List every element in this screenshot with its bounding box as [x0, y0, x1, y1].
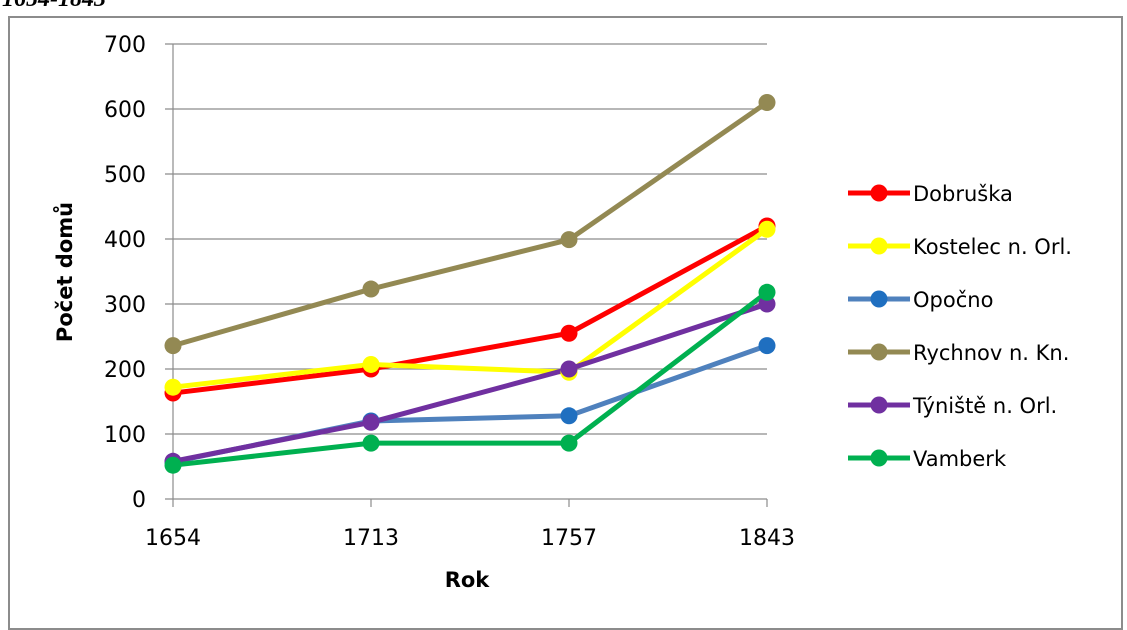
legend: Dobruška Kostelec n. Orl. Opočno Rychnov n.…: [848, 182, 1072, 471]
x-tick-label: 1843: [739, 526, 795, 551]
series-line: [170, 289, 770, 468]
y-tick-label: 400: [104, 228, 146, 253]
legend-label: Kostelec n. Orl.: [913, 235, 1072, 259]
x-axis-title: Rok: [445, 568, 491, 592]
data-point: [164, 456, 182, 474]
data-point: [560, 231, 578, 249]
legend-label: Vamberk: [913, 447, 1007, 471]
legend-swatch-marker: [870, 396, 888, 414]
data-point: [758, 283, 776, 301]
data-point: [560, 360, 578, 378]
legend-entry: Kostelec n. Orl.: [848, 235, 1072, 259]
legend-label: Dobruška: [913, 182, 1013, 206]
x-tick-label: 1757: [541, 526, 597, 551]
series-line: [170, 226, 770, 390]
data-point: [362, 434, 380, 452]
y-tick-label: 200: [104, 358, 146, 383]
data-point: [758, 337, 776, 355]
y-tick-labels: 0 100 200 300 400 500 600 700: [104, 33, 146, 513]
y-tick-label: 700: [104, 33, 146, 58]
legend-label: Rychnov n. Kn.: [913, 341, 1069, 365]
data-point: [560, 434, 578, 452]
legend-entry: Opočno: [848, 288, 993, 312]
data-point: [560, 407, 578, 425]
y-tick-label: 600: [104, 98, 146, 123]
series-line: [170, 100, 770, 349]
x-tick-label: 1713: [343, 526, 399, 551]
series-line: [170, 301, 770, 464]
x-tick-labels: 1654 1713 1757 1843: [145, 526, 795, 551]
legend-entry: Týniště n. Orl.: [848, 394, 1057, 418]
data-point: [362, 355, 380, 373]
legend-entry: Dobruška: [848, 182, 1013, 206]
y-tick-label: 100: [104, 423, 146, 448]
legend-swatch-marker: [870, 449, 888, 467]
series-line: [170, 223, 770, 396]
data-point: [560, 324, 578, 342]
legend-entry: Vamberk: [848, 447, 1007, 471]
data-point: [758, 220, 776, 238]
legend-swatch-marker: [870, 184, 888, 202]
legend-entry: Rychnov n. Kn.: [848, 341, 1069, 365]
x-tick-label: 1654: [145, 526, 201, 551]
y-tick-label: 0: [132, 488, 146, 513]
series-points: [164, 94, 776, 474]
data-point: [758, 94, 776, 111]
legend-swatch-marker: [870, 343, 888, 361]
legend-swatch-marker: [870, 290, 888, 308]
legend-label: Opočno: [913, 288, 993, 312]
y-tick-label: 300: [104, 293, 146, 318]
series-lines: [170, 100, 770, 468]
data-point: [362, 413, 380, 431]
data-point: [164, 337, 182, 355]
data-point: [758, 295, 776, 313]
chart-caption-cut: 1654-1843: [2, 0, 106, 13]
data-point: [362, 280, 380, 298]
data-point: [164, 378, 182, 396]
legend-label: Týniště n. Orl.: [912, 394, 1057, 418]
legend-swatch-marker: [870, 237, 888, 255]
y-axis-title: Počet domů: [53, 202, 77, 342]
y-tick-label: 500: [104, 163, 146, 188]
